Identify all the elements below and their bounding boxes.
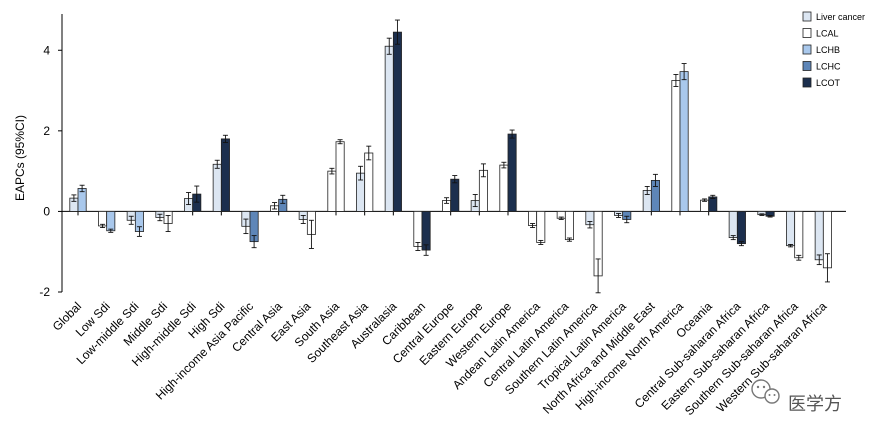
legend-swatch xyxy=(802,61,812,71)
bar xyxy=(700,199,710,212)
bar xyxy=(671,80,681,212)
bar xyxy=(327,170,337,212)
axes: -2 0 2 4 xyxy=(39,14,846,299)
legend-swatch xyxy=(802,28,812,38)
bar xyxy=(450,178,460,212)
legend-label: LCOT xyxy=(816,78,841,88)
bar xyxy=(679,71,689,212)
bar xyxy=(421,211,431,251)
bar xyxy=(212,163,222,212)
legend-label: LCAL xyxy=(816,29,839,39)
watermark: 医学方 xyxy=(751,379,842,415)
bar xyxy=(794,211,804,259)
bar xyxy=(736,211,746,245)
bar xyxy=(814,211,824,261)
bar xyxy=(708,196,718,212)
bar xyxy=(536,211,546,243)
wechat-icon xyxy=(751,379,780,404)
bar xyxy=(413,211,423,247)
y-tick-label: 0 xyxy=(43,204,50,218)
legend: Liver cancer LCAL LCHB LCHC LCOT xyxy=(802,11,865,88)
bar xyxy=(392,31,402,212)
y-tick-label: -2 xyxy=(39,285,50,299)
bar xyxy=(384,45,394,212)
bar-series xyxy=(69,19,832,294)
watermark-text: 医学方 xyxy=(788,394,842,415)
bar xyxy=(507,133,517,212)
bar xyxy=(786,211,796,247)
bar xyxy=(499,164,509,212)
legend-label: LCHB xyxy=(816,45,840,55)
y-tick-label: 2 xyxy=(43,124,50,138)
legend-swatch xyxy=(802,11,812,22)
y-tick-label: 4 xyxy=(43,43,50,57)
legend-swatch xyxy=(802,44,812,55)
legend-label: LCHC xyxy=(816,62,841,72)
bar xyxy=(220,138,230,212)
legend-label: Liver cancer xyxy=(816,12,865,22)
bar xyxy=(335,141,345,212)
bar xyxy=(728,211,738,239)
bar xyxy=(364,152,374,212)
y-axis-label: EAPCs (95%CI) xyxy=(13,115,27,201)
legend-swatch xyxy=(802,77,812,88)
bar xyxy=(106,211,116,232)
bar xyxy=(564,211,574,241)
bar xyxy=(98,211,108,227)
